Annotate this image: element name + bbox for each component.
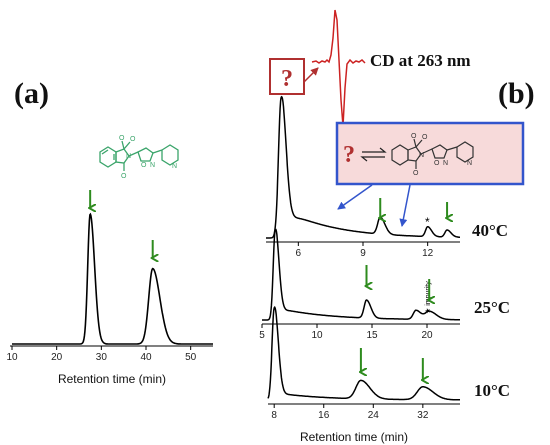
- axis-25C-tick-label: 5: [259, 330, 265, 341]
- axis-10C-tick-label: 24: [368, 410, 380, 421]
- equilibrium-box: [335, 121, 525, 186]
- ticks-10C: 8 16 24 32: [271, 404, 429, 421]
- panel-b-chart: 6 9 12 40°C * 5 10 15 20 25°C ★ impurity 8 16 2…: [259, 95, 510, 444]
- axis-25C-tick-label: 20: [421, 330, 433, 341]
- svg-text:N: N: [172, 163, 177, 170]
- axis-10C-tick-label: 32: [417, 410, 429, 421]
- panel-a-xlabel: Retention time (min): [58, 372, 166, 386]
- blue-arrow-left: [337, 184, 373, 210]
- panel-a-tick-label: 20: [51, 352, 63, 363]
- svg-text:O: O: [141, 162, 147, 169]
- ticks-40C: 6 9 12: [296, 242, 434, 259]
- label-25C: 25°C: [474, 298, 510, 317]
- cd-signal-trace: [311, 9, 366, 127]
- svg-text:O: O: [411, 133, 417, 140]
- svg-text:O: O: [121, 173, 127, 180]
- panel-a-tick-label: 10: [6, 352, 18, 363]
- svg-text:N: N: [150, 162, 155, 169]
- axis-40C-tick-label: 9: [360, 248, 366, 259]
- blue-arrow-right: [399, 184, 411, 227]
- panel-a-tick-label: 30: [96, 352, 108, 363]
- molecule-b: [391, 138, 474, 169]
- axis-40C-tick-label: 12: [422, 248, 434, 259]
- ticks-25C: 5 10 15 20: [259, 324, 433, 341]
- annotation-40C: *: [425, 215, 430, 229]
- svg-text:O: O: [130, 136, 136, 143]
- svg-text:N: N: [467, 160, 472, 167]
- label-10C: 10°C: [474, 381, 510, 400]
- unknown-box-question: ?: [281, 66, 293, 92]
- axis-25C-tick-label: 10: [311, 330, 323, 341]
- panel-a-trace: [12, 212, 213, 345]
- svg-text:O: O: [119, 135, 125, 142]
- trace-25C: [262, 228, 460, 321]
- label-40C: 40°C: [472, 221, 508, 240]
- panel-a-tick-label: 50: [185, 352, 197, 363]
- panel-a-label: (a): [14, 77, 49, 110]
- trace-40C: [266, 95, 460, 239]
- panel-a-chart: 10 20 30 40 50 Retention time (min): [6, 190, 213, 386]
- panel-a-ticks: 10 20 30 40 50: [6, 346, 197, 363]
- svg-text:N: N: [443, 160, 448, 167]
- cd-arrow: [303, 67, 319, 83]
- svg-text:N: N: [126, 153, 131, 160]
- svg-text:N: N: [419, 152, 424, 159]
- equilibrium-arrows-icon: [360, 147, 387, 162]
- annotation-25C: ★ impurity: [424, 281, 432, 314]
- molecule-a: [99, 140, 179, 171]
- axis-25C-tick-label: 15: [366, 330, 378, 341]
- panel-b-arrows: [361, 198, 447, 380]
- svg-text:O: O: [434, 160, 440, 167]
- trace-10C: [267, 305, 460, 401]
- panel-a-arrows: [90, 190, 153, 258]
- equilibrium-question: ?: [343, 142, 355, 168]
- panel-b-xlabel: Retention time (min): [300, 430, 408, 444]
- cd-label: CD at 263 nm: [370, 51, 471, 70]
- svg-text:O: O: [422, 134, 428, 141]
- axis-40C-tick-label: 6: [296, 248, 302, 259]
- panel-a-tick-label: 40: [140, 352, 152, 363]
- panel-b-label: (b): [498, 77, 535, 110]
- unknown-box: [269, 58, 305, 95]
- axis-10C-tick-label: 8: [271, 410, 277, 421]
- axis-10C-tick-label: 16: [318, 410, 330, 421]
- svg-text:O: O: [413, 170, 419, 177]
